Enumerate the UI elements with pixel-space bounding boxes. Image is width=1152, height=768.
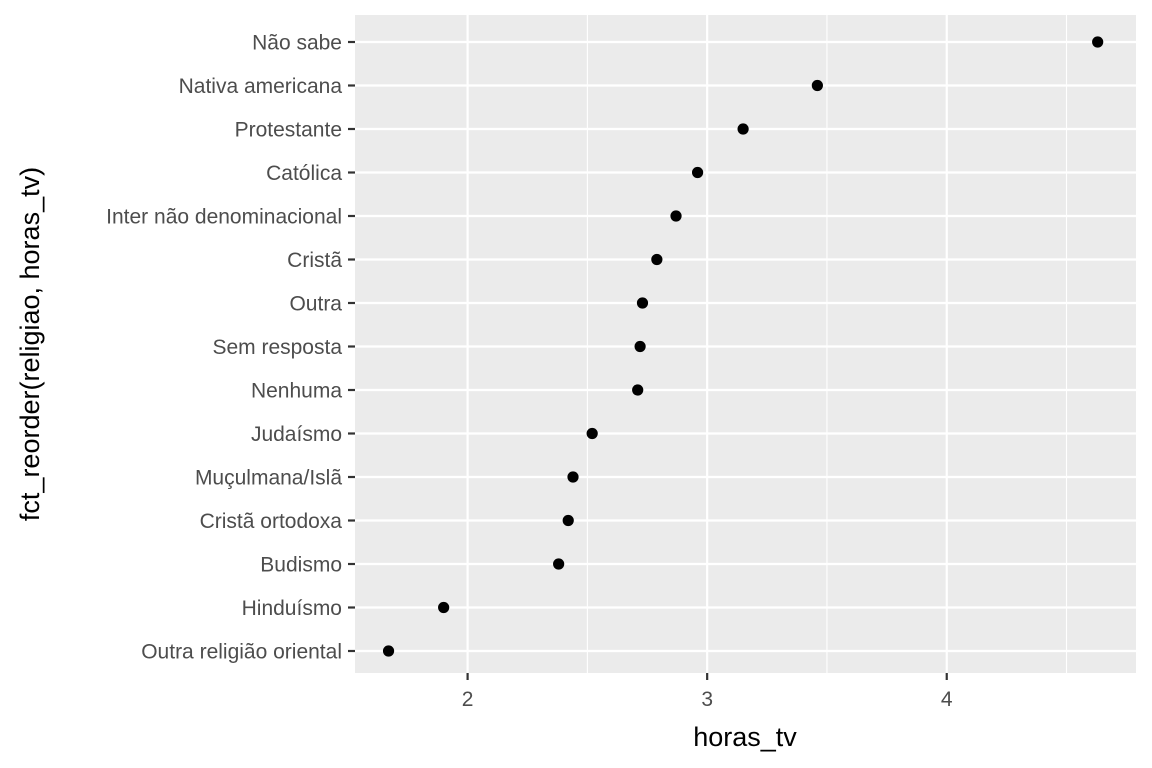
y-tick-label: Cristã <box>287 249 342 272</box>
data-point <box>562 514 574 527</box>
y-tick-label: Judaísmo <box>251 423 342 446</box>
x-axis-title: horas_tv <box>693 722 797 752</box>
data-points <box>382 36 1104 657</box>
data-point <box>737 123 749 135</box>
y-tick-label: Sem resposta <box>212 336 342 359</box>
y-tick-label: Católica <box>266 162 342 185</box>
plot-panel <box>355 15 1136 673</box>
y-tick-label: Hinduísmo <box>242 597 342 620</box>
y-tick-label: Protestante <box>235 119 342 142</box>
x-tick-label: 2 <box>462 688 474 711</box>
major-grid <box>355 15 1136 673</box>
y-tick-label: Nativa americana <box>179 75 343 98</box>
x-tick-label: 4 <box>941 688 953 711</box>
data-point <box>1092 36 1104 48</box>
data-point <box>651 253 663 266</box>
data-point <box>382 645 395 657</box>
y-axis-title: fct_reorder(religiao, horas_tv) <box>15 167 45 521</box>
data-point <box>636 297 649 309</box>
data-point <box>586 427 598 440</box>
y-tick-label: Nenhuma <box>251 380 342 403</box>
data-point <box>553 558 565 570</box>
y-axis: Outra religião oriental Hinduísmo Budismo C… <box>106 32 355 664</box>
y-tick-label: Muçulmana/Islã <box>195 467 342 490</box>
data-point <box>691 166 704 179</box>
data-point <box>634 340 646 353</box>
x-axis: 2 3 4 <box>462 673 953 711</box>
y-tick-label: Não sabe <box>252 32 342 55</box>
data-point <box>567 471 579 483</box>
data-point <box>632 384 644 396</box>
data-point <box>438 601 450 614</box>
y-tick-label: Outra <box>289 293 342 316</box>
y-tick-label: Outra religião oriental <box>141 641 342 664</box>
y-tick-label: Cristã ortodoxa <box>200 510 343 533</box>
y-tick-label: Budismo <box>260 554 342 577</box>
y-tick-label: Inter não denominacional <box>106 206 342 229</box>
x-tick-label: 3 <box>701 688 713 711</box>
data-point <box>811 79 823 92</box>
data-point <box>670 210 682 222</box>
